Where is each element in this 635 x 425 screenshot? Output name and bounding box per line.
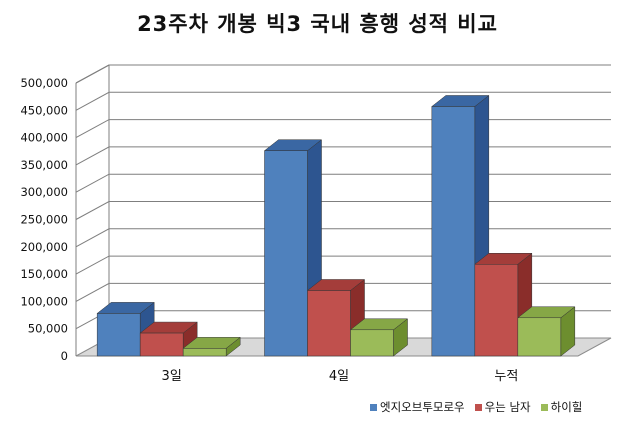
x-tick-label: 4일 <box>329 369 349 384</box>
legend-item: 엣지오브투모로우 <box>370 399 465 415</box>
y-tick-label: 150,000 <box>20 267 68 281</box>
legend-label: 우는 남자 <box>484 400 531 414</box>
legend: 엣지오브투모로우 우는 남자 하이힐 <box>370 398 582 416</box>
gridline <box>75 119 611 139</box>
legend-swatch <box>474 403 482 411</box>
legend-label: 하이힐 <box>550 400 583 414</box>
bar <box>349 318 409 357</box>
legend-item: 하이힐 <box>540 399 583 415</box>
legend-label: 엣지오브투모로우 <box>380 400 465 414</box>
y-tick-label: 350,000 <box>20 158 68 172</box>
gridline <box>75 64 611 84</box>
y-tick-label: 100,000 <box>20 294 68 308</box>
bars <box>96 94 576 357</box>
y-tick-label: 0 <box>61 349 68 363</box>
y-tick-label: 50,000 <box>28 322 68 336</box>
bar-front <box>307 290 351 357</box>
y-axis-ticks: 0 50,000 100,000 150,000 200,000 250,000 300,0… <box>20 76 68 363</box>
x-tick-label: 누적 <box>494 369 518 384</box>
legend-swatch <box>370 403 377 411</box>
bar-front <box>350 329 394 357</box>
gridline <box>75 201 611 220</box>
bar-front <box>264 150 308 357</box>
bar-front <box>517 317 562 357</box>
gridline <box>75 91 611 111</box>
bar <box>182 336 241 357</box>
bar-front <box>96 313 141 357</box>
chart-title: 23주차 개봉 빅3 국내 흥행 성적 비교 <box>137 12 498 36</box>
y-tick-label: 500,000 <box>20 76 68 90</box>
y-tick-label: 250,000 <box>20 213 68 227</box>
gridline <box>75 228 611 248</box>
bar-front <box>431 106 476 357</box>
bar-front <box>182 348 227 357</box>
bar-front <box>474 264 519 357</box>
gridline <box>75 146 611 166</box>
bar-front <box>139 332 184 357</box>
bar <box>517 306 576 357</box>
y-tick-label: 400,000 <box>20 131 68 145</box>
y-tick-label: 300,000 <box>20 185 68 199</box>
y-tick-label: 200,000 <box>20 240 68 254</box>
legend-item: 우는 남자 <box>474 399 531 415</box>
x-axis-ticks: 3일 4일 누적 <box>162 369 519 384</box>
x-tick-label: 3일 <box>162 369 182 384</box>
y-tick-label: 450,000 <box>20 103 68 117</box>
gridline <box>75 173 611 193</box>
legend-swatch <box>540 403 548 411</box>
